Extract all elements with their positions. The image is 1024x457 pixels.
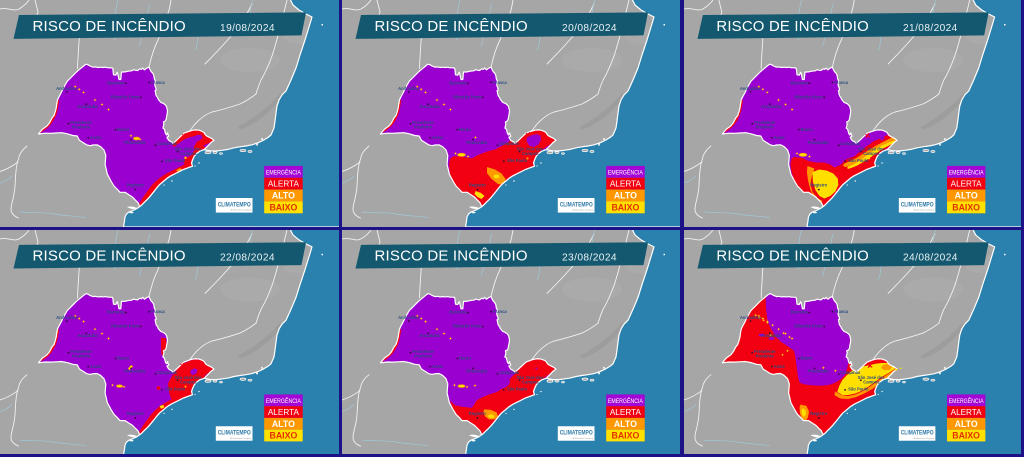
svg-text:RISCO DE INCÊNDIO: RISCO DE INCÊNDIO [33,18,186,35]
svg-text:23/08/2024: 23/08/2024 [562,252,617,263]
svg-text:19/08/2024: 19/08/2024 [220,23,275,34]
svg-text:RISCO DE INCÊNDIO: RISCO DE INCÊNDIO [374,247,527,264]
svg-text:RISCO DE INCÊNDIO: RISCO DE INCÊNDIO [716,247,869,264]
svg-text:RISCO DE INCÊNDIO: RISCO DE INCÊNDIO [716,18,869,35]
svg-text:21/08/2024: 21/08/2024 [903,23,958,34]
svg-text:20/08/2024: 20/08/2024 [562,23,617,34]
svg-text:RISCO DE INCÊNDIO: RISCO DE INCÊNDIO [374,18,527,35]
svg-text:RISCO DE INCÊNDIO: RISCO DE INCÊNDIO [33,247,186,264]
svg-text:24/08/2024: 24/08/2024 [903,252,958,263]
svg-text:22/08/2024: 22/08/2024 [220,252,275,263]
